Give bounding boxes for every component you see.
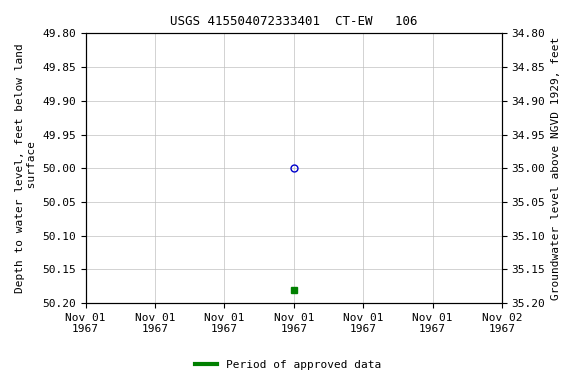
Y-axis label: Groundwater level above NGVD 1929, feet: Groundwater level above NGVD 1929, feet	[551, 36, 561, 300]
Title: USGS 415504072333401  CT-EW   106: USGS 415504072333401 CT-EW 106	[170, 15, 418, 28]
Y-axis label: Depth to water level, feet below land
 surface: Depth to water level, feet below land su…	[15, 43, 37, 293]
Legend: Period of approved data: Period of approved data	[191, 356, 385, 375]
